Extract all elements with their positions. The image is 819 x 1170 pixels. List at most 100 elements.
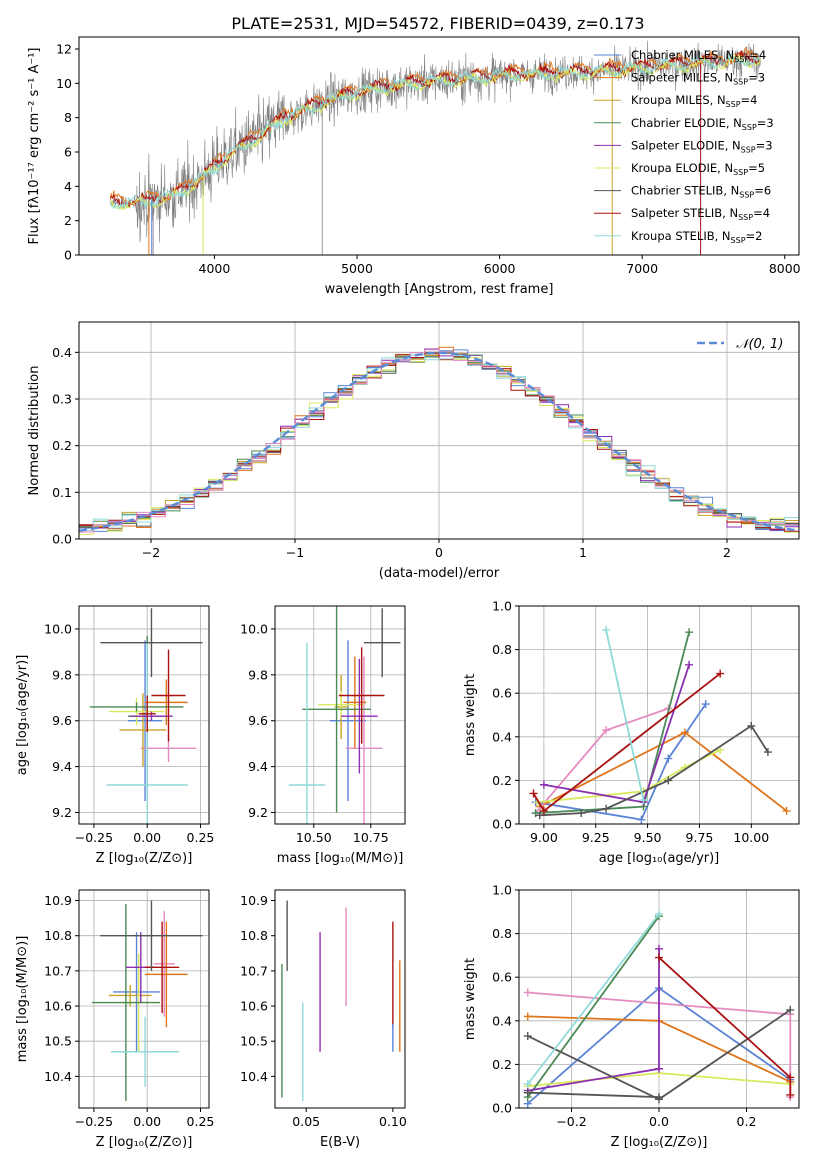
y-tick-label: 0.3	[52, 392, 72, 407]
y-tick-label: 1.0	[492, 883, 512, 898]
y-tick-label: 10.6	[44, 999, 72, 1014]
legend-label: Salpeter ELODIE, NSSP=3	[631, 138, 773, 154]
y-tick-label: 0.2	[492, 1057, 512, 1072]
data-point	[113, 932, 160, 1052]
axes-frame	[518, 605, 800, 825]
x-tick-label: −1	[286, 545, 304, 560]
legend-label: Kroupa MILES, NSSP=4	[631, 93, 757, 109]
x-tick-label: 7000	[626, 261, 658, 276]
data-point	[145, 921, 188, 1028]
series-marker	[523, 1012, 532, 1021]
legend-label: Chabrier STELIB, NSSP=6	[631, 184, 771, 200]
series-marker	[539, 806, 548, 815]
y-axis-label: Flux [fλ10⁻¹⁷ erg cm⁻² s⁻¹ A⁻¹]	[27, 48, 42, 245]
y-tick-label: 9.6	[248, 713, 268, 728]
x-tick-label: 5000	[341, 261, 373, 276]
series-marker	[716, 669, 725, 678]
legend-label-text: Kroupa MILES, N	[631, 93, 726, 107]
y-tick-label: 10.7	[240, 963, 268, 978]
data-point	[130, 711, 173, 721]
series-marker	[685, 628, 694, 637]
legend-label: Chabrier ELODIE, NSSP=3	[631, 116, 774, 132]
histogram-step	[79, 354, 799, 531]
y-tick-label: 10.5	[44, 1034, 72, 1049]
normal-curve	[79, 351, 799, 532]
legend-label-value: =5	[748, 161, 765, 175]
series-marker	[701, 700, 710, 709]
data-point	[100, 608, 203, 678]
series-line	[532, 672, 721, 813]
y-tick-label: 9.2	[52, 805, 72, 820]
series-marker	[602, 804, 611, 813]
x-axis-label: mass [log₁₀(M/M⊙)]	[277, 851, 404, 866]
x-tick-label: 0.25	[187, 830, 215, 845]
legend-label: Salpeter STELIB, NSSP=4	[631, 206, 770, 222]
legend-label-sub: SSP	[739, 191, 754, 200]
y-axis-label: mass weight	[463, 958, 478, 1040]
legend-label-sub: SSP	[742, 123, 757, 132]
chart-age_vs_mass: 10.50 10.75 9.2 9.4 9.6 9.8 10.0 mass [log₁₀(M/…	[240, 605, 406, 866]
legend-label-value: =4	[753, 206, 770, 220]
plot-area-age_vs_mass	[288, 606, 401, 824]
series-marker	[529, 789, 538, 798]
y-tick-label: 0.0	[492, 817, 512, 832]
series-marker	[786, 1073, 795, 1082]
y-tick-label: 8	[64, 110, 72, 125]
y-tick-label: 0	[64, 248, 72, 263]
data-point	[345, 656, 383, 824]
series-marker	[782, 806, 791, 815]
y-axis-label: mass weight	[463, 674, 478, 756]
y-tick-label: 9.2	[248, 805, 268, 820]
x-tick-label: 10.75	[353, 830, 389, 845]
legend-label-value: =6	[754, 184, 771, 198]
y-tick-label: 10.4	[44, 1069, 72, 1084]
series-line	[527, 1091, 660, 1098]
spectrum-model-line	[109, 46, 761, 206]
legend-label-text: Chabrier STELIB, N	[631, 184, 739, 198]
series-marker	[655, 944, 663, 953]
chart-mass_vs_Z: −0.25 0.00 0.25 10.4 10.5 10.6 10.7 10.8 10.9 Z […	[15, 889, 214, 1150]
y-tick-label: 0.4	[492, 729, 512, 744]
data-point	[145, 921, 180, 1014]
series-marker	[523, 1032, 532, 1041]
legend-label-sub: SSP	[733, 78, 748, 87]
x-axis-label: Z [log₁₀(Z/Z⊙)]	[611, 1135, 708, 1150]
y-tick-label: 0.8	[492, 926, 512, 941]
data-point	[343, 656, 367, 749]
legend-label-text: Chabrier MILES, N	[631, 48, 734, 62]
series-marker	[523, 1080, 532, 1089]
data-point	[151, 649, 186, 742]
plot-area-mass_vs_Z	[91, 900, 203, 1101]
y-tick-label: 12	[56, 42, 72, 57]
plot-area-spectrum	[109, 40, 761, 255]
y-tick-label: 10.4	[240, 1069, 268, 1084]
chart-mass_weight_vs_Z: −0.2 0.0 0.2 0.0 0.2 0.4 0.6 0.8 1.0 Z [log₁₀(Z/Z…	[463, 883, 800, 1150]
legend-label-sub: SSP	[734, 55, 749, 64]
axes-frame	[274, 605, 406, 825]
y-tick-label: 10.9	[44, 893, 72, 908]
y-tick-label: 10.0	[240, 621, 268, 636]
series-marker	[577, 809, 586, 818]
x-axis-label: E(B-V)	[320, 1135, 360, 1150]
data-point	[128, 640, 163, 802]
legend-label-sub: SSP	[738, 213, 753, 222]
legend-label: Kroupa STELIB, NSSP=2	[631, 229, 762, 245]
chart-mass_vs_ebv: 0.05 0.10 10.4 10.5 10.6 10.7 10.8 10.9 E(B-V)	[240, 889, 407, 1150]
legend-label-text: Kroupa STELIB, N	[631, 229, 731, 243]
x-axis-label: Z [log₁₀(Z/Z⊙)]	[96, 1135, 193, 1150]
y-tick-label: 6	[64, 145, 72, 160]
x-axis-label: age [log₁₀(age/yr)]	[599, 851, 720, 866]
axes-frame	[78, 36, 800, 256]
series-marker	[664, 776, 673, 785]
y-tick-label: 0.6	[492, 686, 512, 701]
y-tick-label: 0.8	[492, 642, 512, 657]
legend-label: 𝒩(0, 1)	[736, 337, 783, 352]
data-point	[106, 642, 188, 824]
x-tick-label: 0.0	[649, 1114, 669, 1129]
legend-label-sub: SSP	[741, 145, 756, 154]
x-tick-label: 10.00	[733, 830, 769, 845]
x-tick-label: 2	[723, 545, 731, 560]
x-axis-label: wavelength [Angstrom, rest frame]	[325, 282, 554, 297]
